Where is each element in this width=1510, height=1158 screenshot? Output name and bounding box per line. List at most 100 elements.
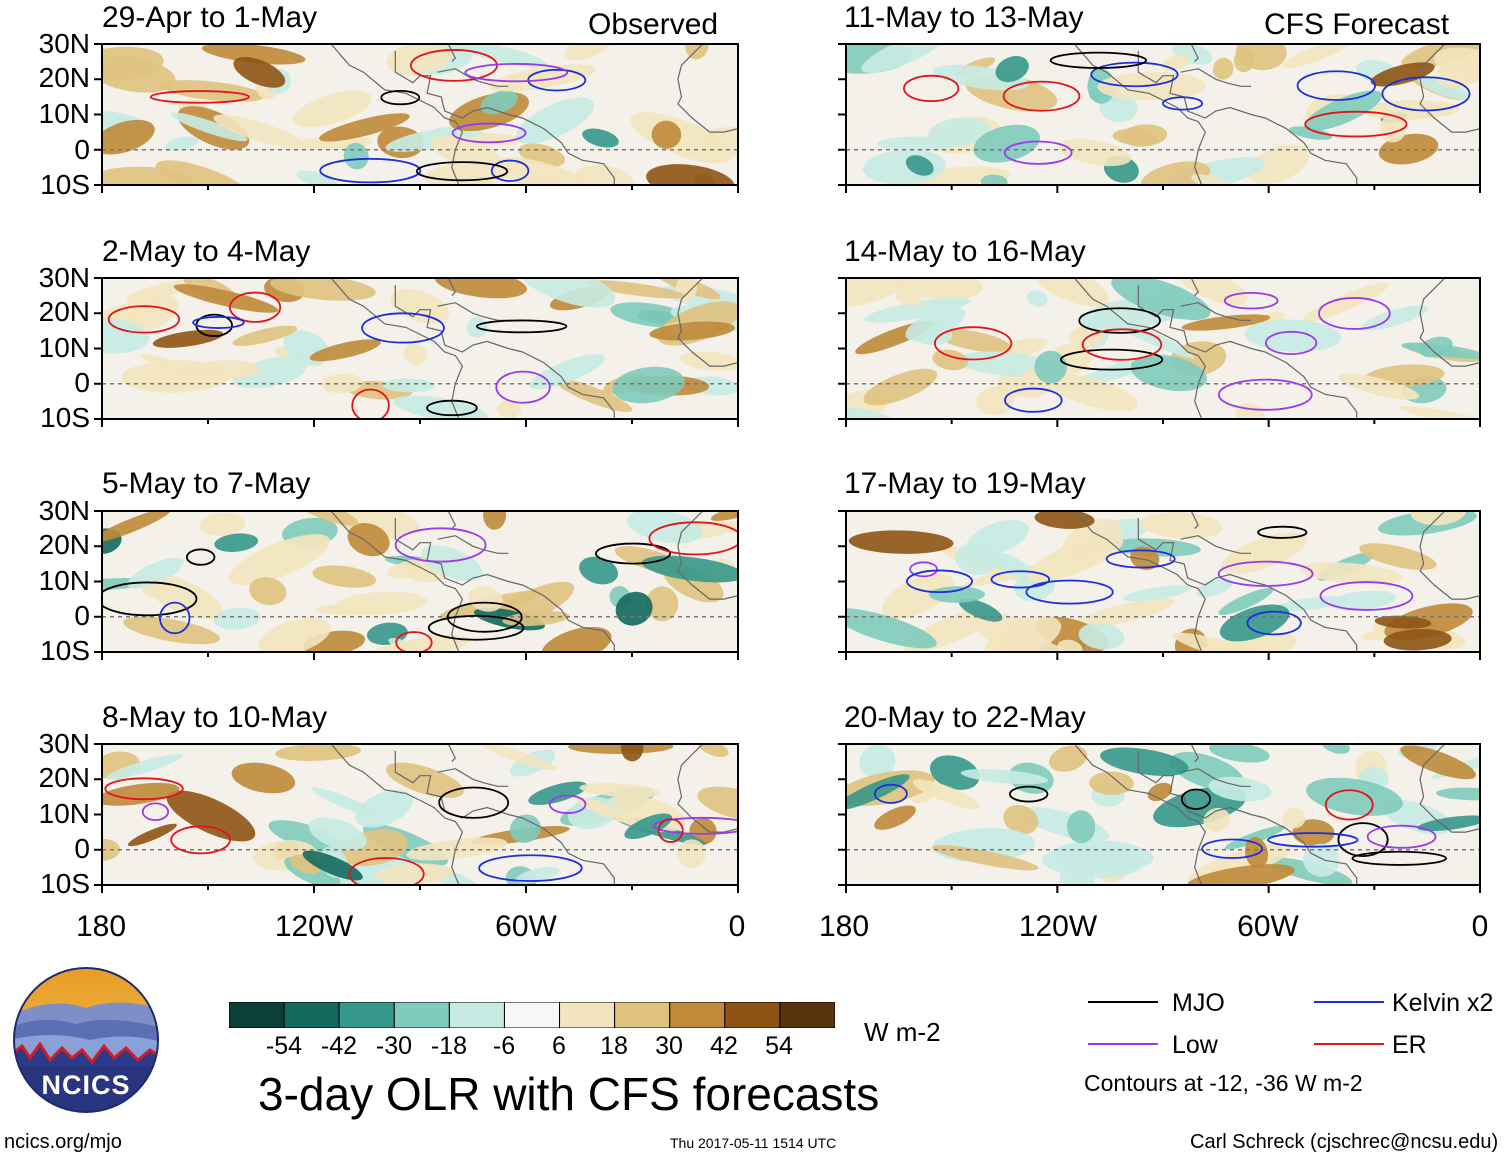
panel-title-7: 17-May to 19-May [844,467,1086,500]
kelvin-contour [361,312,445,344]
low-contour [1223,291,1279,310]
lat-tick: 10S [40,635,90,666]
mjo-contour [1257,525,1308,539]
lat-tick: 0 [74,134,90,165]
coastline-africa [677,744,738,833]
olr-positive-anomaly [1073,598,1175,629]
colorbar-tick: 42 [710,1032,738,1060]
coastline-africa [677,511,738,600]
olr-positive-anomaly [1338,373,1420,400]
mjo-contour [426,399,478,417]
olr-positive-anomaly [702,127,738,157]
coastline-americas-pacific [1039,511,1206,652]
kelvin-contour [1161,96,1204,111]
observed-label: Observed [588,8,719,41]
lat-tick: 20N [38,762,90,793]
olr-negative-anomaly [905,307,966,341]
olr-positive-anomaly [677,839,707,868]
olr-positive-anomaly [102,119,155,155]
kelvin-contour [1090,61,1179,88]
olr-positive-anomaly [233,56,286,88]
olr-negative-anomaly [1208,776,1272,802]
er-contour [395,631,433,652]
mjo-contour [438,786,510,819]
olr-positive-anomaly [315,603,391,616]
olr-negative-anomaly [1288,126,1333,140]
lat-tick: 30N [38,262,90,293]
coastline-africa [1419,511,1480,600]
er-contour [657,818,684,843]
olr-positive-anomaly [697,786,738,821]
olr-negative-anomaly [1219,604,1290,642]
olr-positive-anomaly [1181,314,1271,331]
olr-negative-anomaly [929,586,985,603]
olr-positive-anomaly [231,762,296,794]
lat-tick: 20N [38,296,90,327]
coastline-florida [1190,44,1199,63]
olr-positive-anomaly [1244,837,1269,869]
source-url[interactable]: ncics.org/mjo [4,1131,122,1153]
olr-positive-anomaly [1379,115,1407,143]
colorbar-segment [448,1002,505,1028]
coastline-florida [447,511,457,530]
olr-positive-anomaly [319,113,410,142]
logo-text: NCICS [41,1070,131,1100]
coastline-florida [447,44,457,63]
kelvin-contour [192,316,245,329]
olr-positive-anomaly [347,523,390,557]
olr-negative-anomaly [1417,815,1480,832]
mjo-contour [380,89,421,106]
olr-positive-anomaly [620,744,644,762]
olr-positive-anomaly [516,169,573,185]
olr-positive-anomaly [564,44,612,60]
map-panel-6 [846,278,1480,419]
olr-positive-anomaly [874,805,916,830]
mjo-contour [446,601,523,633]
map-panel-2 [102,278,738,419]
olr-positive-anomaly [403,343,428,365]
colorbar-segment [338,1002,395,1028]
mjo-contour [1008,785,1049,803]
coastline-africa [1419,278,1480,367]
olr-negative-anomaly [579,556,619,585]
olr-positive-anomaly [468,585,504,612]
er-contour [351,388,390,419]
coastline-florida [447,278,457,297]
colorbar-units: W m-2 [864,1017,941,1047]
low-contour [1217,560,1314,587]
panel-title-1: 29-Apr to 1-May [102,1,318,34]
olr-negative-anomaly [846,774,910,811]
olr-negative-anomaly [1111,278,1211,321]
low-contour [1319,581,1414,611]
mjo-contour [1337,822,1389,857]
olr-negative-anomaly [106,754,183,780]
lon-tick: 180 [75,910,127,943]
low-contour [909,561,939,578]
author-credit: Carl Schreck (cjschrec@ncsu.edu) [1190,1131,1499,1153]
olr-negative-anomaly [1275,596,1348,612]
olr-negative-anomaly [973,124,1040,163]
olr-negative-anomaly [308,817,367,851]
colorbar-tick: 6 [552,1032,566,1060]
colorbar-segment [283,1002,340,1028]
lon-tick: 120W [1018,910,1098,943]
colorbar-tick: 54 [765,1032,793,1060]
coastline-africa [677,44,738,133]
low-contour [1218,378,1313,411]
coastline-florida [1190,278,1199,297]
olr-positive-anomaly [1191,174,1238,185]
colorbar-tick: 30 [655,1032,683,1060]
olr-positive-anomaly [123,616,221,645]
mjo-contour [102,581,198,617]
coastline-africa [677,278,738,367]
olr-positive-anomaly [1130,546,1160,570]
coastline-americas-pacific [1039,744,1206,885]
olr-positive-anomaly [483,744,558,771]
olr-negative-anomaly [980,174,1008,185]
colorbar-tick: -54 [265,1032,303,1060]
olr-negative-anomaly [1066,810,1096,844]
mjo-contour [427,614,525,641]
olr-positive-anomaly [1057,639,1083,652]
panel-title-6: 14-May to 16-May [844,235,1086,268]
lat-tick: 20N [38,529,90,560]
